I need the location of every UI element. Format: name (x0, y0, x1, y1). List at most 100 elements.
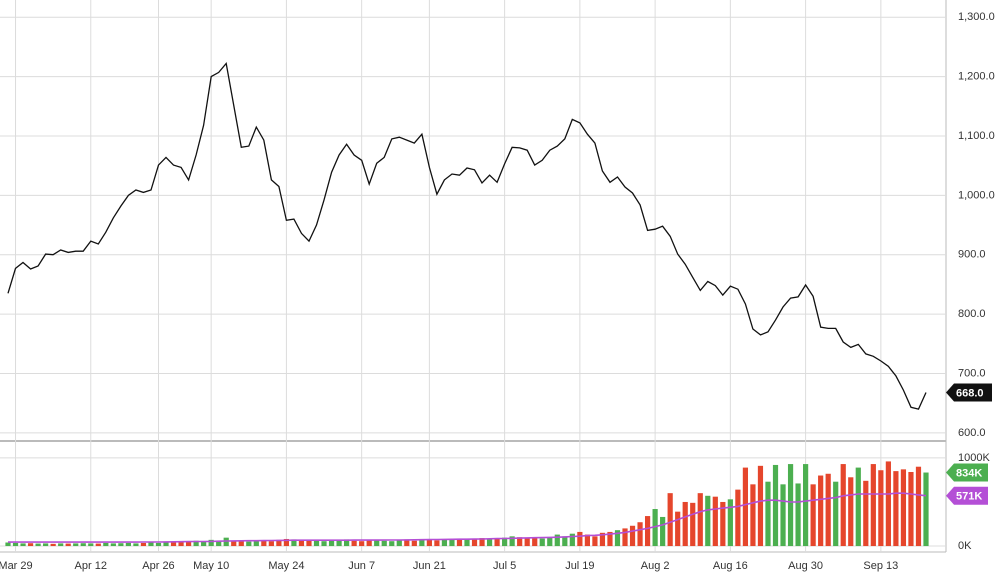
volume-bar (456, 539, 463, 547)
volume-bar (818, 475, 824, 547)
y-tick-label: 1,300.0 (958, 11, 995, 23)
x-tick-label: Apr 26 (142, 560, 174, 572)
volume-bar (246, 541, 252, 547)
value-tag-label: 571K (956, 491, 982, 503)
volume-bar (110, 543, 116, 547)
volume-bar (833, 481, 839, 547)
volume-bar (50, 543, 56, 547)
volume-bar (923, 472, 929, 547)
volume-bar (291, 539, 297, 547)
x-tick-label: Jul 5 (493, 560, 516, 572)
volume-bar (772, 464, 779, 547)
value-tag-label: 668.0 (956, 387, 984, 399)
x-tick-label: Aug 2 (641, 560, 670, 572)
volume-bar (283, 538, 290, 547)
volume-bar (848, 477, 854, 547)
volume-bar (464, 538, 470, 547)
volume-bar (268, 541, 274, 547)
y-tick-label: 800.0 (958, 308, 986, 320)
volume-bar (43, 543, 49, 547)
x-tick-label: Apr 12 (75, 560, 107, 572)
volume-bar (803, 464, 809, 547)
volume-bar (419, 538, 425, 547)
volume-bar (652, 509, 658, 547)
volume-bar (5, 542, 11, 547)
volume-bar (231, 540, 237, 547)
volume-bar (644, 516, 651, 547)
volume-bar (216, 540, 222, 547)
volume-bar (396, 539, 402, 547)
volume-bar (148, 542, 154, 547)
volume-bar (374, 540, 380, 547)
volume-bar (328, 539, 335, 547)
volume-bar (517, 537, 523, 547)
value-tag-label: 834K (956, 467, 982, 479)
volume-bar (629, 525, 636, 547)
x-tick-label: Jul 19 (565, 560, 594, 572)
volume-bar (381, 540, 387, 547)
volume-bar (351, 540, 357, 547)
volume-bar (276, 539, 282, 547)
volume-bar (449, 538, 455, 547)
volume-bar (103, 542, 109, 547)
volume-bar (915, 466, 922, 547)
y-tick-label: 600.0 (958, 427, 986, 439)
volume-bar (35, 543, 41, 547)
volume-bar (201, 541, 207, 547)
volume-bar (133, 543, 139, 547)
volume-bar (622, 528, 628, 547)
x-tick-label: Aug 30 (788, 560, 823, 572)
volume-bar (750, 484, 756, 547)
volume-bar (140, 542, 147, 547)
volume-bar (757, 465, 764, 547)
volume-bar (795, 483, 801, 547)
y-tick-label: 700.0 (958, 367, 986, 379)
volume-bar (727, 499, 733, 547)
volume-bar (95, 543, 101, 547)
volume-bar (675, 511, 681, 547)
volume-bar (720, 501, 726, 547)
volume-bar (554, 534, 560, 547)
volume-bar (170, 542, 177, 547)
volume-bar (163, 542, 169, 547)
volume-bar (697, 493, 703, 547)
volume-bar (810, 484, 816, 547)
volume-bar (298, 539, 305, 547)
volume-bar (27, 543, 34, 547)
volume-bar (73, 543, 79, 547)
volume-bar (908, 472, 914, 547)
volume-bar (336, 540, 342, 547)
price-line (7, 62, 927, 410)
volume-bar (562, 536, 568, 547)
volume-bar (667, 493, 673, 547)
volume-bar (863, 480, 869, 547)
volume-bar (426, 539, 432, 547)
volume-bar (893, 471, 899, 547)
y-tick-label: 900.0 (958, 249, 986, 261)
volume-bar (261, 540, 267, 547)
volume-average-line (8, 492, 927, 543)
value-tag (946, 486, 988, 505)
y-tick-label: 1000K (958, 452, 990, 464)
volume-bar (637, 522, 643, 547)
volume-bar (900, 469, 907, 547)
volume-bar (479, 538, 485, 547)
y-tick-label: 1,100.0 (958, 130, 995, 142)
volume-bar (509, 536, 515, 547)
volume-bar (765, 481, 771, 547)
y-tick-label: 1,000.0 (958, 189, 995, 201)
volume-bar (58, 543, 64, 547)
x-tick-label: Jun 7 (348, 560, 375, 572)
volume-bar (253, 540, 259, 547)
volume-bar (742, 467, 749, 547)
value-tag (946, 383, 992, 402)
volume-bar (690, 502, 696, 547)
volume-bar (178, 541, 184, 547)
volume-bar (780, 484, 786, 547)
volume-bar (65, 543, 71, 547)
volume-bar (787, 464, 794, 547)
volume-bar (193, 540, 199, 547)
volume-bar (660, 516, 666, 547)
volume-bar (825, 473, 831, 547)
